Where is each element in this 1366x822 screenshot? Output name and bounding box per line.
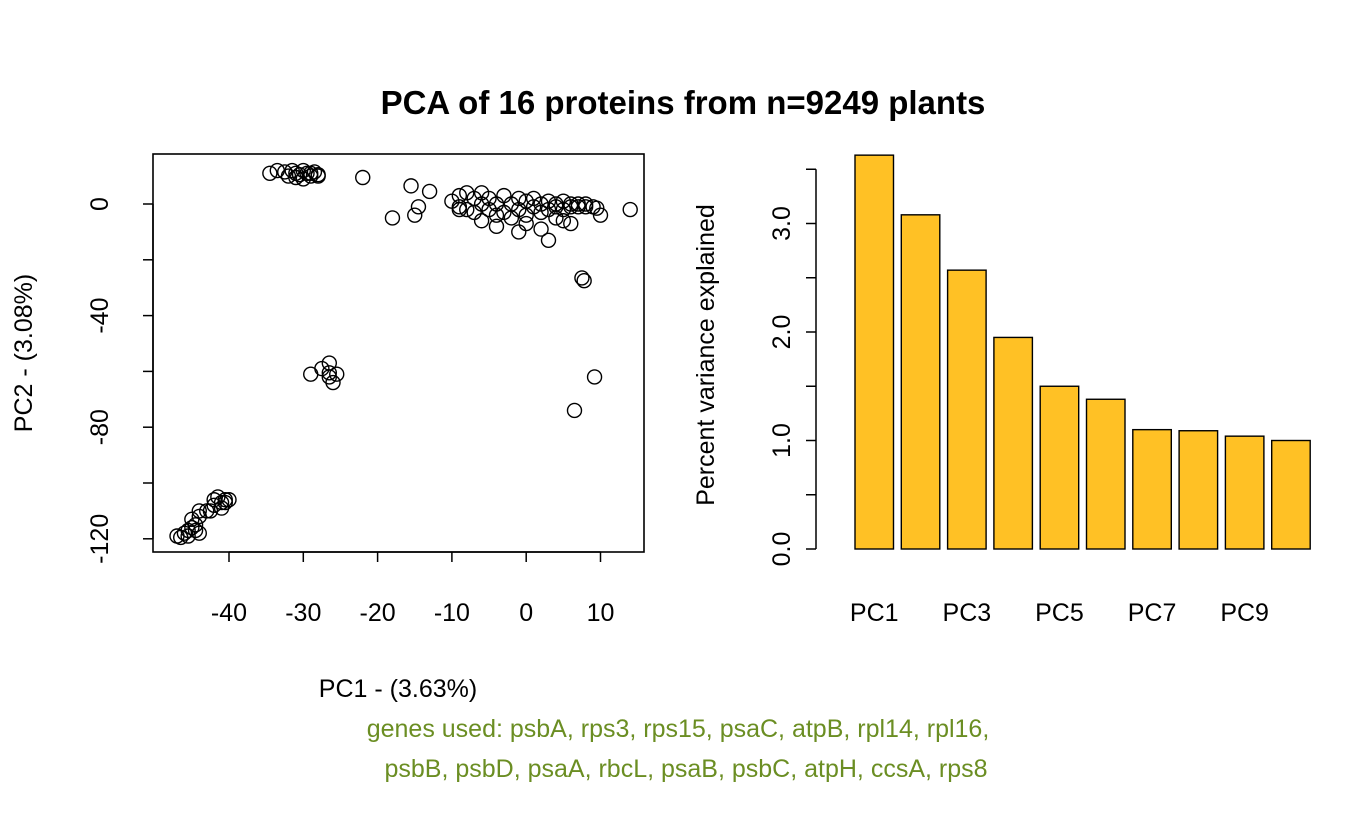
scatter-point [592,207,609,223]
scatter-point [187,522,204,539]
scatter-point [403,178,419,194]
scatter-point [384,210,401,226]
scatter-point [555,213,572,229]
scatter-point [410,199,427,215]
scatter-point [511,224,527,240]
scatter-point [303,165,319,182]
bar-pc2 [900,214,941,550]
scatter-point [518,215,534,232]
scatter-points [169,162,638,546]
scatter-point [310,168,326,184]
scatter-point [321,365,338,381]
bar-category-label: PC1 [850,599,899,627]
bar-y-tick-label: 1.0 [768,423,796,458]
bar-pc10 [1270,439,1311,550]
scatter-point [451,201,468,218]
scatter-point [466,204,482,221]
scatter-x-tick-label: -20 [360,599,396,627]
genes-footnote-line-2: psbB, psbD, psaA, rbcL, psaB, psbC, atpH… [384,755,987,783]
scatter-point [288,169,304,186]
scatter-point [459,201,475,218]
scatter-point [473,213,490,229]
genes-footnote: genes used: psbA, rps3, rps15, psaC, atp… [367,715,990,783]
scatter-y-tick-label: 0 [86,197,114,211]
scatter-x-tick-label: -30 [285,599,321,627]
scatter-point [496,187,512,204]
scatter-y-axis-label: PC2 - (3.08%) [10,274,38,432]
scatter-point [576,273,592,289]
variance-bar-chart: 0.0 1.0 2.0 3.0 PC1 PC3 PC5 PC7 PC9 Percent var… [692,154,1311,627]
scatter-point [533,221,549,237]
scatter-point [325,374,341,391]
bar-pc5 [1039,385,1080,550]
scatter-point [622,201,638,218]
bar-y-tick-label: 0.0 [768,532,796,567]
scatter-axes: -40 -30 -20 -10 0 10 -120 -80 -40 0 [86,197,614,627]
bar-y-axis-label: Percent variance explained [692,204,720,506]
scatter-y-tick-label: -120 [86,514,114,564]
genes-footnote-line-1: genes used: psbA, rps3, rps15, psaC, atp… [367,715,990,743]
scatter-point [533,204,549,221]
bars: PC1 PC3 PC5 PC7 PC9 [850,154,1311,627]
bar-axes: 0.0 1.0 2.0 3.0 [768,168,817,567]
scatter-point [511,190,527,207]
scatter-plot: -40 -30 -20 -10 0 10 -120 -80 -40 0 PC1 - (3.63%)… [10,153,645,703]
bar-pc8 [1178,430,1219,550]
figure-title: PCA of 16 proteins from n=9249 plants [381,84,986,121]
scatter-point [548,210,564,226]
scatter-x-tick-label: -10 [434,599,470,627]
scatter-y-tick-label: -80 [86,409,114,445]
scatter-point [574,270,590,286]
scatter-point [488,207,505,223]
scatter-point [566,402,583,419]
bar-category-label: PC9 [1220,599,1269,627]
scatter-point [488,218,505,235]
scatter-point [191,525,207,541]
bar-pc1 [854,154,895,550]
bar-pc6 [1085,398,1126,550]
scatter-point [217,494,233,511]
scatter-x-tick-label: 10 [587,599,615,627]
bar-pc9 [1224,435,1265,550]
bar-y-tick-label: 3.0 [768,206,796,241]
scatter-point [291,167,308,183]
bar-pc3 [946,269,987,550]
scatter-point [570,199,586,215]
scatter-point [577,196,594,212]
scatter-point [421,183,438,200]
scatter-x-axis-label: PC1 - (3.63%) [319,675,477,703]
scatter-point [221,492,237,508]
scatter-point [303,366,319,382]
scatter-point [262,165,278,182]
bar-category-label: PC5 [1035,599,1084,627]
bar-category-label: PC3 [943,599,992,627]
scatter-point [407,207,423,223]
scatter-point [191,503,207,519]
scatter-point [563,199,579,215]
scatter-y-tick-label: -40 [86,298,114,334]
scatter-point [213,494,230,511]
scatter-point [355,169,371,186]
scatter-point [540,232,557,248]
bar-category-label: PC7 [1128,599,1177,627]
scatter-x-tick-label: -40 [211,599,247,627]
bar-pc7 [1132,428,1173,550]
bar-y-tick-label: 2.0 [768,315,796,350]
scatter-point [329,366,345,382]
scatter-point [589,200,605,216]
bar-pc4 [993,336,1034,550]
scatter-point [284,162,300,179]
scatter-point [586,369,603,385]
scatter-point [563,215,579,232]
scatter-x-tick-label: 0 [519,599,533,627]
